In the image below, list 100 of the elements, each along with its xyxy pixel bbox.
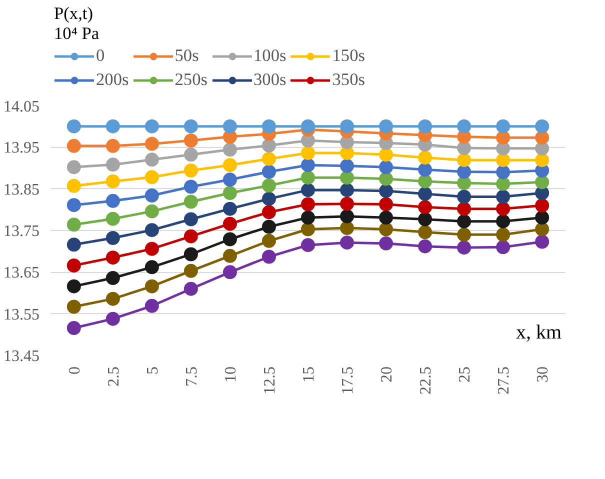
point: [66, 198, 81, 212]
point: [106, 212, 120, 226]
point: [340, 183, 354, 198]
point: [222, 172, 237, 187]
point: [66, 178, 81, 193]
point: [379, 172, 394, 186]
point: [301, 119, 315, 134]
point: [144, 223, 159, 238]
point: [184, 264, 198, 278]
point: [496, 130, 510, 145]
point: [144, 204, 159, 218]
point: [418, 150, 432, 165]
x-tick-label: 25: [456, 366, 474, 382]
point: [457, 176, 472, 190]
point: [66, 119, 81, 134]
y-tick-label: 13.95: [4, 140, 40, 157]
x-tick-label: 0: [66, 366, 84, 374]
point: [301, 146, 315, 160]
point: [379, 197, 394, 212]
point: [184, 119, 198, 134]
point: [457, 164, 472, 179]
point: [496, 176, 510, 191]
legend-title: P(x,t) 10⁴ Pa: [54, 4, 100, 44]
x-tick-label: 30: [534, 366, 552, 382]
point: [379, 160, 394, 174]
y-tick-label: 13.55: [4, 306, 40, 324]
point: [222, 248, 237, 263]
point: [535, 234, 550, 249]
point: [262, 164, 276, 179]
point: [379, 210, 394, 225]
point: [184, 180, 198, 194]
point: [106, 312, 120, 326]
point: [457, 202, 472, 216]
point: [66, 279, 81, 294]
x-tick-label: 17.5: [340, 366, 357, 394]
point: [106, 138, 120, 153]
point: [457, 190, 472, 204]
point: [184, 148, 198, 162]
legend-label: 350s: [332, 70, 365, 90]
point: [262, 192, 276, 206]
point: [457, 214, 472, 228]
point: [262, 220, 276, 234]
point: [535, 153, 550, 168]
point: [106, 119, 120, 134]
x-tick-label: 10: [222, 366, 240, 382]
point: [535, 130, 550, 145]
point: [457, 153, 472, 168]
x-tick-label: 20: [378, 366, 396, 382]
point: [106, 292, 120, 306]
point: [262, 138, 276, 152]
point: [496, 240, 510, 254]
y-tick-label: 13.65: [4, 264, 40, 282]
point: [301, 210, 315, 225]
point: [106, 271, 120, 285]
x-tick-label: 27.5: [496, 366, 513, 394]
point: [535, 222, 550, 236]
point: [106, 250, 120, 265]
legend-label: 250s: [174, 70, 208, 90]
x-axis-title: x, km: [516, 322, 562, 344]
point: [340, 209, 354, 224]
point: [184, 247, 198, 262]
point: [340, 170, 354, 185]
point: [66, 218, 81, 232]
point: [418, 186, 432, 201]
point: [457, 141, 472, 155]
point: [535, 119, 550, 134]
point: [106, 174, 120, 188]
point: [496, 190, 510, 204]
legend-label: 150s: [332, 46, 365, 66]
point: [418, 200, 432, 214]
point: [144, 170, 159, 184]
point: [106, 194, 120, 208]
x-tick-label: 2.5: [105, 366, 122, 386]
point: [144, 279, 159, 294]
point: [106, 231, 120, 245]
legend-label: 100s: [254, 46, 286, 66]
point: [144, 152, 159, 167]
point: [301, 197, 315, 212]
x-tick-label: 22.5: [418, 366, 435, 394]
point: [222, 119, 237, 134]
point: [222, 142, 237, 157]
point: [418, 162, 432, 177]
point: [144, 298, 159, 313]
point: [184, 194, 198, 209]
point: [222, 202, 237, 216]
point: [262, 234, 276, 248]
point: [457, 240, 472, 255]
point: [262, 178, 276, 192]
point: [418, 239, 432, 254]
point: [340, 221, 354, 235]
point: [222, 232, 237, 246]
x-tick-label: 12.5: [261, 366, 278, 394]
point: [262, 205, 276, 220]
point: [418, 119, 432, 134]
point: [301, 238, 315, 252]
point: [496, 165, 510, 180]
point: [222, 158, 237, 172]
legend-label: 0: [96, 46, 106, 66]
legend-label: 200s: [96, 70, 129, 90]
point: [66, 258, 81, 272]
